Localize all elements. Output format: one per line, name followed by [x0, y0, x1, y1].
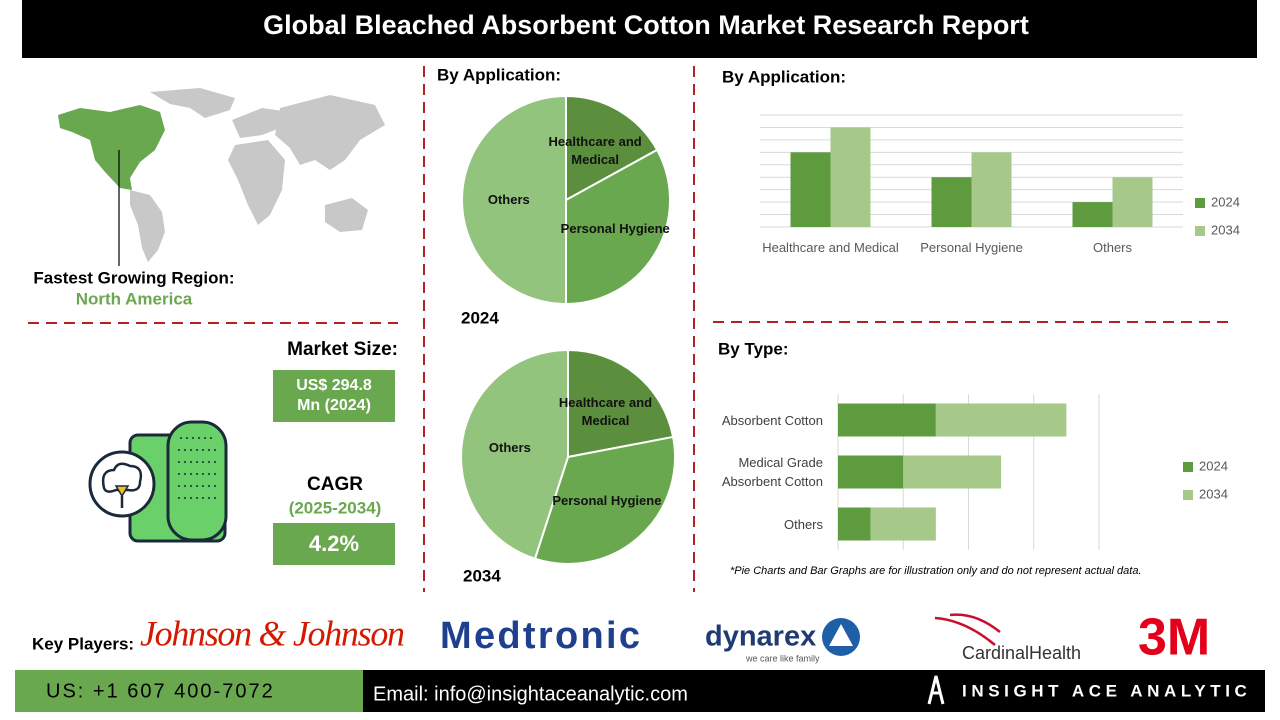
north-america [58, 105, 165, 190]
footnote: *Pie Charts and Bar Graphs are for illus… [730, 565, 1142, 577]
bar-segment [838, 455, 904, 489]
legend-swatch [1183, 462, 1193, 472]
market-size-label: Market Size: [287, 339, 398, 360]
footer-bg [363, 670, 1265, 712]
logo-dynarex: dynarex [705, 621, 816, 653]
category-label: Others [783, 516, 823, 532]
report-title: Global Bleached Absorbent Cotton Market … [263, 10, 1029, 40]
bar-segment [870, 507, 936, 541]
legend-swatch [1183, 490, 1193, 500]
chart-title: By Type: [718, 339, 789, 358]
legend-label: 2024 [1199, 458, 1228, 473]
cardinal-swoosh [934, 613, 1001, 646]
cagr-value: 4.2% [273, 523, 395, 565]
bar-segment [838, 403, 936, 437]
bar [830, 127, 871, 227]
logo-medtronic: Medtronic [440, 615, 640, 657]
slice-label: Others [487, 192, 530, 207]
header-bar [22, 0, 1257, 58]
cagr-label: CAGR [307, 474, 363, 495]
bar [1112, 177, 1153, 227]
brand-mark [927, 675, 945, 705]
bar [931, 177, 972, 227]
category-label: Personal Hygiene [920, 240, 1023, 255]
slice-label: Personal Hygiene [560, 221, 670, 237]
africa [228, 140, 285, 225]
market-size-value: US$ 294.8 Mn (2024) [273, 370, 395, 422]
category-label: Healthcare and Medical [762, 240, 899, 255]
legend-swatch [1195, 198, 1205, 208]
region-label: Fastest Growing Region: [33, 268, 234, 287]
bar-segment [838, 507, 871, 541]
slice-label: Healthcare and Medical [558, 394, 653, 428]
cotton-seed [114, 485, 130, 498]
logo-cardinal: CardinalHealth [962, 643, 1081, 663]
south-america [130, 190, 165, 262]
cagr-period: (2025-2034) [289, 498, 382, 517]
bar [790, 152, 831, 227]
europe [232, 108, 290, 138]
logo-3m: 3M [1138, 609, 1210, 667]
dynarex-triangle [829, 624, 853, 646]
pie-year: 2034 [463, 566, 501, 585]
footer-phone: US: +1 607 400-7072 [46, 680, 275, 702]
footer-phone-bg [15, 670, 363, 712]
bar [1072, 202, 1113, 227]
slice-label: Others [488, 439, 531, 455]
pie-slice [565, 94, 659, 202]
asia [275, 95, 385, 170]
bar-segment [935, 403, 1067, 437]
cotton-cloud [101, 462, 143, 493]
legend-label: 2034 [1211, 222, 1240, 237]
logo-dynarex-tagline: we care like family [745, 653, 820, 663]
slice-label: Personal Hygiene [552, 493, 662, 509]
bar [971, 152, 1012, 227]
pie-slice [460, 348, 569, 561]
legend-label: 2034 [1199, 486, 1228, 501]
footer-email: Email: info@insightaceanalytic.com [373, 683, 688, 705]
roll [166, 420, 228, 542]
world-map [130, 88, 385, 262]
pie-year: 2024 [461, 308, 499, 327]
pie-slice [461, 94, 567, 306]
bar-segment [903, 455, 1002, 489]
category-label: Others [1092, 240, 1132, 255]
texture [178, 437, 216, 499]
footer-brand: INSIGHT ACE ANALYTIC [962, 681, 1251, 700]
separators [28, 66, 1228, 592]
category-label: Absorbent Cotton [721, 412, 823, 428]
pie-slice [567, 348, 675, 459]
slice-label: Healthcare and Medical [548, 133, 642, 167]
pie-slice [565, 148, 671, 306]
pie-slice [533, 435, 676, 565]
greenland [150, 88, 235, 118]
key-players-label: Key Players: [32, 634, 134, 653]
australia [325, 198, 368, 232]
category-label: Medical Grade Absorbent Cotton [721, 455, 823, 489]
region-value: North America [76, 289, 193, 308]
legend-label: 2024 [1211, 194, 1240, 209]
cotton-icon [88, 420, 228, 543]
logo-jnj: Johnson & Johnson [140, 613, 405, 653]
chart-title: By Application: [437, 65, 561, 84]
dynarex-mark [822, 618, 860, 656]
chart-title: By Application: [722, 67, 846, 86]
legend-swatch [1195, 226, 1205, 236]
